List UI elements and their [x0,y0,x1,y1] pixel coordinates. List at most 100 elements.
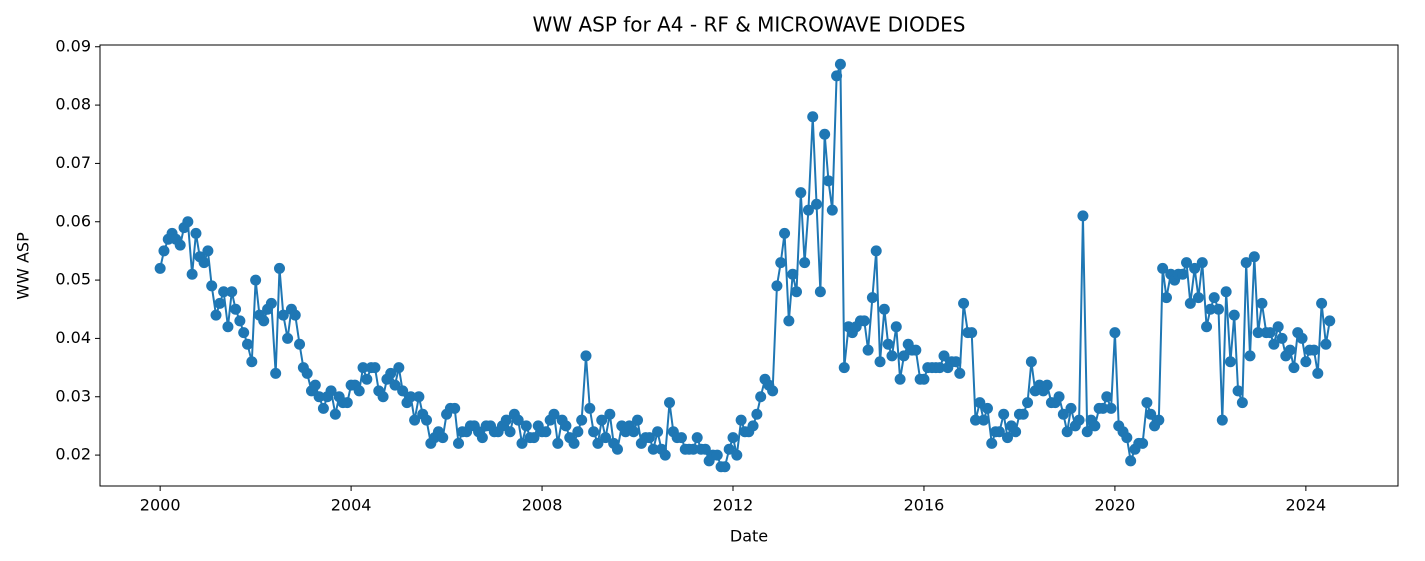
data-point [878,303,890,315]
data-point [397,385,409,397]
x-axis-label: Date [730,527,768,546]
data-point [870,245,882,257]
data-point [993,426,1005,438]
data-point [393,362,405,374]
data-point [453,437,465,449]
data-point [1272,321,1284,333]
data-point [699,443,711,455]
data-point [1181,257,1193,269]
data-point [1312,367,1324,379]
x-tick-label: 2024 [1286,496,1327,515]
y-tick-label: 0.03 [55,386,91,405]
y-axis-label: WW ASP [14,232,33,300]
data-point [301,367,313,379]
data-point [341,397,353,409]
data-point [910,344,922,356]
data-point [1109,327,1121,339]
data-point [807,111,819,123]
data-point [858,315,870,327]
data-point [1284,344,1296,356]
data-point [1061,426,1073,438]
data-point [735,414,747,426]
data-point [1105,402,1117,414]
data-point [584,402,596,414]
data-point [580,350,592,362]
data-point [802,204,814,216]
data-point [632,414,644,426]
data-point [652,426,664,438]
data-point [1160,292,1172,304]
data-point [385,367,397,379]
data-point [1220,286,1232,298]
data-point [1224,356,1236,368]
data-point [826,204,838,216]
data-point [1256,297,1268,309]
data-point [277,309,289,321]
data-point [1296,332,1308,344]
data-point [210,309,222,321]
data-point [1141,397,1153,409]
data-point [687,443,699,455]
data-point [317,402,329,414]
data-line [159,63,1331,468]
data-point [918,373,930,385]
x-tick-label: 2012 [713,496,754,515]
data-point [1077,210,1089,222]
data-point [548,408,560,420]
data-point [974,397,986,409]
data-point [289,309,301,321]
data-point [1041,379,1053,391]
data-point [421,414,433,426]
data-point [1236,397,1248,409]
data-point [831,70,843,82]
data-point [265,297,277,309]
data-point [882,338,894,350]
x-tick-label: 2008 [522,496,563,515]
data-point [1268,338,1280,350]
data-point [1053,391,1065,403]
data-point [954,367,966,379]
data-point [329,408,341,420]
data-point [998,408,1010,420]
data-point [755,391,767,403]
x-tick-label: 2016 [904,496,945,515]
data-point [814,286,826,298]
data-point [1216,414,1228,426]
data-point [528,432,540,444]
data-point [234,315,246,327]
data-point [1204,303,1216,315]
data-point [1097,402,1109,414]
data-point [747,420,759,432]
data-point [1320,338,1332,350]
data-point [628,426,640,438]
data-point [186,268,198,280]
data-point [449,402,461,414]
data-point [1101,391,1113,403]
data-point [282,332,294,344]
data-point [588,426,600,438]
data-point [970,414,982,426]
data-point [1308,344,1320,356]
data-point [799,257,811,269]
data-point [552,437,564,449]
data-point [659,449,671,461]
data-point [214,297,226,309]
data-point [1208,292,1220,304]
data-point [986,437,998,449]
data-point [779,227,791,239]
data-point [512,414,524,426]
data-point [154,262,166,274]
data-point [246,356,258,368]
data-point [1264,327,1276,339]
data-point [664,397,676,409]
data-point [576,414,588,426]
data-point [719,461,731,473]
data-point [731,449,743,461]
data-point [790,286,802,298]
data-point [1184,297,1196,309]
data-point [182,216,194,228]
data-point [691,432,703,444]
data-point [1022,397,1034,409]
data-point [568,437,580,449]
